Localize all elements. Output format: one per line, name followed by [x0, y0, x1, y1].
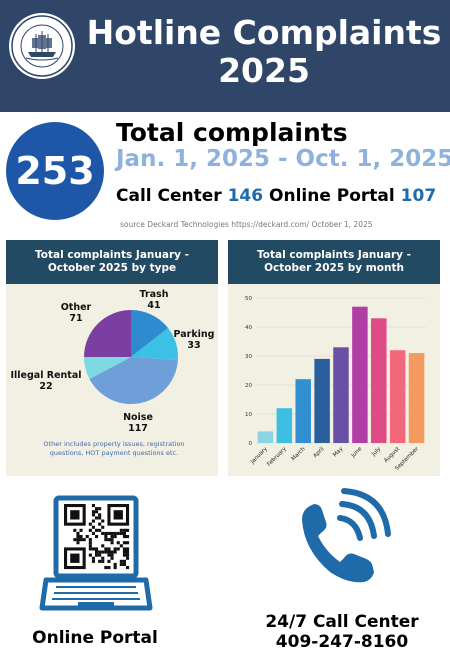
call-center-count: 146	[227, 186, 264, 206]
bar-august	[389, 350, 406, 443]
bar-march	[295, 379, 311, 443]
y-tick-label: 20	[245, 383, 252, 389]
call-center-line1: 24/7 Call Center	[265, 612, 419, 632]
x-tick-label: August	[383, 446, 401, 464]
x-tick-label: April	[312, 446, 325, 459]
bar-chart-title: Total complaints January - October 2025 …	[228, 240, 440, 284]
call-center-label: Call Center	[116, 186, 222, 206]
laptop-qr-icon	[39, 495, 153, 611]
x-tick-label: June	[350, 446, 364, 460]
pie-slice-noise	[89, 357, 178, 404]
pie-value-label: 71	[69, 313, 82, 324]
total-count-badge: 253	[6, 122, 104, 220]
y-tick-label: 10	[245, 412, 252, 418]
online-portal-count: 107	[400, 186, 437, 206]
pie-label: Trash	[140, 289, 169, 300]
x-tick-label: March	[291, 446, 307, 462]
pie-value-label: 117	[128, 423, 148, 434]
bar-may	[333, 347, 349, 443]
page-title: Hotline Complaints 2025	[86, 13, 442, 90]
pie-title-line1: Total complaints January -	[35, 249, 189, 261]
phone-icon	[302, 488, 391, 583]
pie-label: Parking	[174, 329, 215, 340]
x-tick-label: May	[332, 446, 345, 459]
pie-value-label: 22	[39, 381, 52, 392]
bar-july	[371, 318, 387, 443]
bar-february	[276, 408, 293, 443]
y-tick-label: 50	[245, 296, 252, 302]
pie-note-line2: questions, HOT payment questions etc.	[49, 449, 179, 457]
pie-value-label: 33	[187, 340, 200, 351]
y-tick-label: 0	[249, 441, 253, 447]
pie-label: Other	[61, 302, 92, 313]
channel-counts: Call Center 146 Online Portal 107	[116, 186, 436, 206]
online-portal-label: Online Portal	[269, 186, 395, 206]
qr-code	[64, 504, 130, 570]
bar-title-line2: October 2025 by month	[264, 262, 404, 274]
x-tick-label: February	[266, 446, 288, 468]
date-range: Jan. 1, 2025 - Oct. 1, 2025	[116, 146, 450, 172]
pie-value-label: 41	[147, 300, 160, 311]
pie-slice-trash	[131, 310, 169, 357]
pie-slice-illegal-rental	[84, 357, 131, 379]
header-banner: Hotline Complaints 2025	[0, 0, 450, 112]
bar-june	[352, 306, 368, 443]
bar-september	[408, 353, 425, 443]
bar-title-line1: Total complaints January -	[257, 249, 411, 261]
call-center-caption: 24/7 Call Center 409-247-8160	[252, 612, 432, 652]
x-tick-label: July	[370, 446, 382, 458]
source-note: source Deckard Technologies https://deck…	[120, 220, 373, 229]
bar-january	[257, 431, 274, 443]
bar-april	[314, 358, 330, 443]
city-seal-logo	[9, 13, 75, 79]
total-complaints-title: Total complaints	[116, 118, 348, 147]
pie-footnote: Other includes property issues, registra…	[34, 440, 194, 458]
call-center-phone: 409-247-8160	[275, 632, 409, 652]
pie-chart-title: Total complaints January - October 2025 …	[6, 240, 218, 284]
online-portal-caption: Online Portal	[32, 628, 158, 648]
pie-note-line1: Other includes property issues, registra…	[43, 440, 185, 448]
pie-label: Noise	[123, 412, 153, 423]
pie-label: Illegal Rental	[11, 370, 82, 381]
pie-title-line2: October 2025 by type	[47, 262, 177, 274]
pie-slice-parking	[131, 328, 178, 361]
y-tick-label: 40	[245, 325, 252, 331]
pie-slice-other	[84, 310, 131, 357]
y-tick-label: 30	[245, 354, 252, 360]
